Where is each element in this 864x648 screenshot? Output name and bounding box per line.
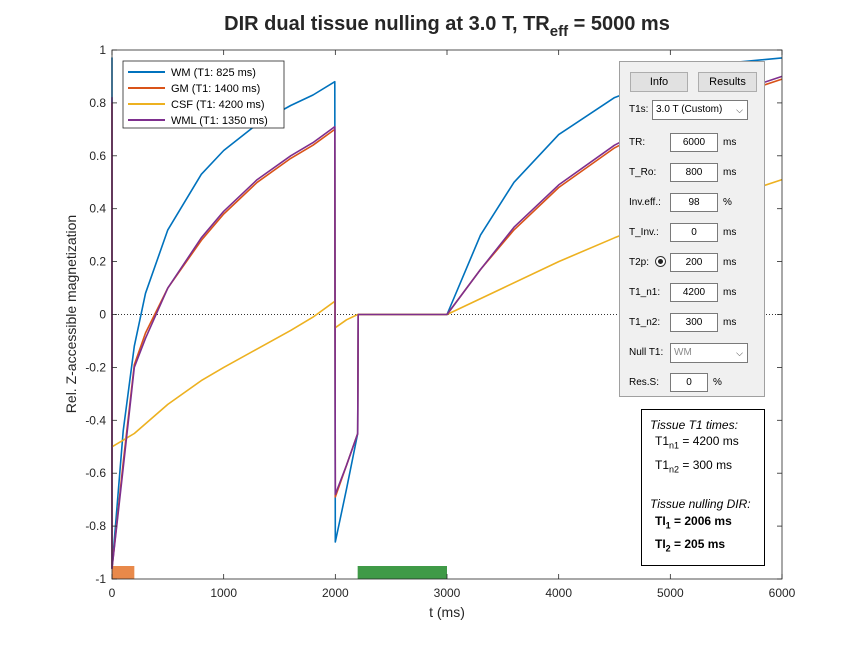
param-unit: ms	[723, 167, 737, 178]
n2-subscript: n2	[669, 464, 680, 475]
title-subscript: eff	[550, 23, 569, 40]
x-tick-label: 4000	[545, 586, 572, 600]
ti1-value: = 2006 ms	[670, 514, 732, 528]
param-label: T1_n2:	[629, 317, 661, 328]
param-unit: ms	[723, 137, 737, 148]
param-label: T2p:	[629, 257, 650, 268]
ti2-value: = 205 ms	[670, 537, 726, 551]
timing-marker-0	[112, 566, 135, 579]
legend-label-0: WM (T1: 825 ms)	[171, 67, 256, 79]
title-tail: = 5000 ms	[568, 13, 670, 35]
param-row: T2p: 200 ms	[620, 253, 766, 275]
control-panel: Info Results T1s: 3.0 T (Custom) ⌵ TR: 60…	[619, 61, 765, 397]
y-tick-label: 0	[99, 308, 106, 322]
t1s-select[interactable]: 3.0 T (Custom) ⌵	[652, 100, 748, 120]
ti-symbol: TI	[655, 514, 666, 528]
param-unit: ms	[723, 317, 737, 328]
x-tick-label: 3000	[434, 586, 461, 600]
title-main: DIR dual tissue nulling at 3.0 T, TR	[224, 13, 550, 35]
t1s-label: T1s:	[629, 104, 649, 115]
t1-n1-line: T1n1 = 4200 ms	[655, 434, 739, 450]
series-line-0	[111, 57, 783, 570]
param-unit: %	[723, 197, 732, 208]
param-input[interactable]: 4200	[670, 283, 718, 302]
null-t1-row: Null T1: WM ⌵	[620, 343, 766, 365]
param-label: Inv.eff.:	[629, 197, 661, 208]
param-unit: ms	[723, 257, 737, 268]
svg-text:DIR dual tissue nulling at 3.0: DIR dual tissue nulling at 3.0 T, TReff …	[224, 13, 670, 40]
y-tick-label: -0.4	[85, 413, 106, 427]
param-input[interactable]: 300	[670, 313, 718, 332]
t1-n2-line: T1n2 = 300 ms	[655, 458, 732, 474]
res-label: Res.S:	[629, 377, 660, 388]
y-tick-label: 0.6	[89, 149, 106, 163]
t1-symbol: T1	[655, 458, 670, 472]
x-axis-label: t (ms)	[429, 604, 465, 620]
param-row: T1_n1: 4200 ms	[620, 283, 766, 305]
param-input[interactable]: 200	[670, 253, 718, 272]
chart-title: DIR dual tissue nulling at 3.0 T, TReff …	[224, 13, 670, 40]
null-t1-label: Null T1:	[629, 347, 664, 358]
timing-marker-1	[357, 566, 447, 579]
res-input[interactable]: 0	[670, 373, 708, 392]
y-tick-label: -1	[95, 572, 106, 586]
info-box: Tissue T1 times: T1n1 = 4200 ms T1n2 = 3…	[641, 409, 765, 566]
y-tick-label: 0.8	[89, 96, 106, 110]
param-label: TR:	[629, 137, 646, 148]
n2-value: = 300 ms	[679, 458, 733, 472]
n1-subscript: n1	[669, 440, 680, 451]
t1s-value: 3.0 T (Custom)	[656, 104, 723, 115]
x-tick-label: 6000	[769, 586, 796, 600]
param-input[interactable]: 6000	[670, 133, 718, 152]
x-tick-label: 1000	[210, 586, 237, 600]
null-t1-value: WM	[674, 347, 692, 358]
res-unit: %	[713, 377, 722, 388]
dir-heading: Tissue nulling DIR:	[650, 497, 751, 511]
param-label: T1_n1:	[629, 287, 661, 298]
param-input[interactable]: 98	[670, 193, 718, 212]
ti-symbol: TI	[655, 537, 666, 551]
legend-label-1: GM (T1: 1400 ms)	[171, 83, 260, 95]
param-row: Inv.eff.: 98%	[620, 193, 766, 215]
ti1-subscript: 1	[665, 520, 671, 531]
x-tick-label: 5000	[657, 586, 684, 600]
null-t1-select[interactable]: WM ⌵	[670, 343, 748, 363]
t1s-row: T1s: 3.0 T (Custom) ⌵	[620, 100, 766, 122]
legend-label-2: CSF (T1: 4200 ms)	[171, 99, 265, 111]
param-unit: ms	[723, 287, 737, 298]
t1-symbol: T1	[655, 434, 670, 448]
t1-heading: Tissue T1 times:	[650, 418, 738, 432]
y-tick-label: -0.2	[85, 360, 106, 374]
legend: WM (T1: 825 ms) GM (T1: 1400 ms) CSF (T1: …	[122, 60, 285, 129]
param-label: T_Ro:	[629, 167, 657, 178]
param-input[interactable]: 0	[670, 223, 718, 242]
series-line-3	[111, 75, 783, 570]
y-tick-label: -0.8	[85, 519, 106, 533]
x-tick-label: 0	[109, 586, 116, 600]
ti2-subscript: 2	[665, 543, 671, 554]
results-button[interactable]: Results	[698, 72, 757, 92]
ti2-line: TI2 = 205 ms	[655, 537, 725, 553]
param-label: T_Inv.:	[629, 227, 659, 238]
param-row: T_Inv.: 0 ms	[620, 223, 766, 245]
y-axis-label: Rel. Z-accessible magnetization	[63, 215, 79, 413]
y-tick-label: -0.6	[85, 466, 106, 480]
y-tick-label: 0.2	[89, 255, 106, 269]
chevron-down-icon: ⌵	[736, 348, 743, 358]
t2p-radio-button[interactable]	[655, 256, 666, 267]
chevron-down-icon: ⌵	[736, 105, 743, 115]
param-row: TR: 6000 ms	[620, 133, 766, 155]
info-button[interactable]: Info	[630, 72, 688, 92]
param-input[interactable]: 800	[670, 163, 718, 182]
param-unit: ms	[723, 227, 737, 238]
ti1-line: TI1 = 2006 ms	[655, 514, 732, 530]
param-row: T1_n2: 300 ms	[620, 313, 766, 335]
legend-label-3: WML (T1: 1350 ms)	[171, 115, 268, 127]
y-tick-label: 0.4	[89, 202, 106, 216]
x-tick-label: 2000	[322, 586, 349, 600]
res-row: Res.S: 0 %	[620, 373, 766, 395]
n1-value: = 4200 ms	[679, 434, 739, 448]
param-row: T_Ro: 800 ms	[620, 163, 766, 185]
y-tick-label: 1	[99, 43, 106, 57]
